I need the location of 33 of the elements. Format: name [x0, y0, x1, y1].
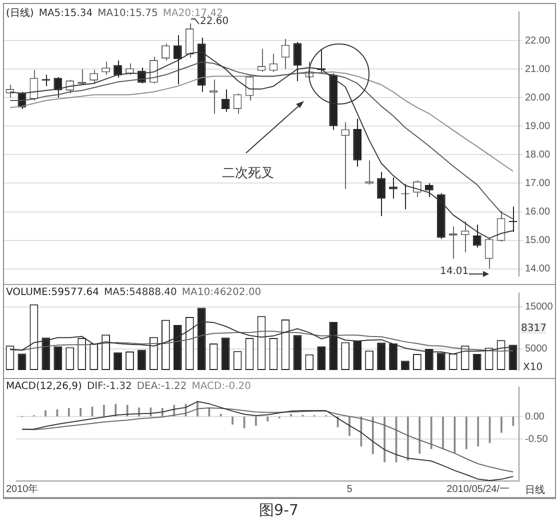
y-tick-label: 21.00: [525, 64, 550, 75]
y-tick-label: 20.00: [525, 92, 550, 104]
y-tick-label: 18.00: [525, 149, 550, 160]
chart-title: (日线): [6, 8, 34, 19]
text: MA5:15.34: [38, 8, 93, 19]
caption: 图9-7: [259, 501, 298, 520]
series-label: MACD:-0.20: [192, 381, 251, 392]
y-tick-label: 16.00: [525, 206, 550, 218]
annotation: 二次死叉: [222, 165, 274, 182]
y-tick-label: 0.00: [525, 411, 545, 422]
y-tick-label: 5000: [525, 344, 548, 355]
annotation: 22.60: [200, 16, 229, 27]
series-label: DEA:-1.22: [136, 381, 187, 392]
text: 8317: [521, 323, 546, 334]
annotation: 14.01: [440, 266, 469, 277]
text: 日线: [525, 484, 545, 497]
y-tick-label: 22.00: [525, 35, 550, 46]
x-tick-label: 2010/05/24/一: [446, 484, 510, 495]
y-tick-label: 17.00: [525, 178, 550, 189]
text: MA10:15.75: [98, 8, 158, 19]
y-tick-label: -0.50: [525, 434, 548, 445]
y-tick-label: 15.00: [525, 235, 550, 246]
x-tick-label: 5: [346, 484, 353, 495]
x-tick-label: 2010年: [6, 482, 38, 495]
y-tick-label: 14.00: [525, 264, 550, 275]
text: X10: [523, 362, 543, 373]
text: MA5:54888.40: [104, 287, 177, 298]
text: VOLUME:59577.64: [6, 287, 99, 298]
y-tick-label: 15000: [525, 302, 554, 313]
text: MA10:46202.00: [182, 287, 262, 298]
y-tick-label: 19.00: [525, 120, 550, 132]
chart-title: MACD(12,26,9): [6, 381, 82, 392]
text: DIF:-1.32: [86, 381, 132, 392]
